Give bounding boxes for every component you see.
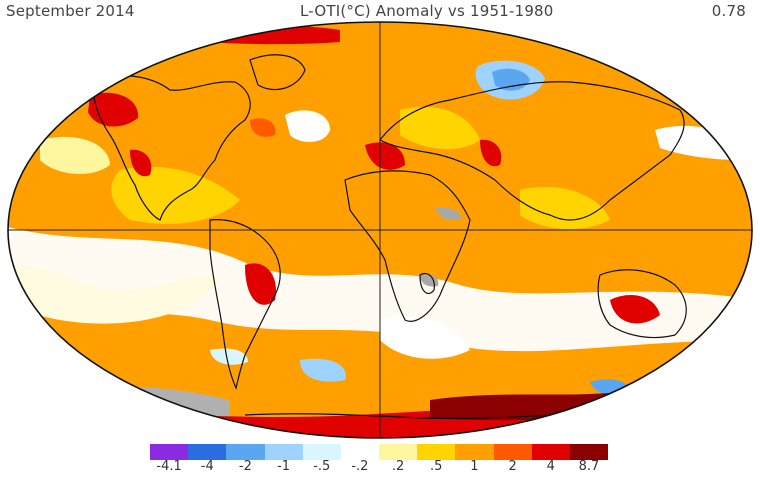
legend-swatch — [150, 444, 189, 460]
dark-red-antarctic-west — [8, 415, 260, 438]
coast-africa — [344, 170, 471, 322]
color-legend — [150, 444, 609, 460]
red-anomaly-south-america — [245, 263, 276, 305]
legend-tick-label: -.5 — [313, 459, 331, 474]
legend-labels: -4.1 -4 -2 -1 -.5 -.2 .2 .5 1 2 4 8.7 — [0, 459, 760, 477]
yellow-region-asia — [520, 186, 610, 230]
blue-anomaly-south-atlantic — [300, 358, 346, 382]
coastlines — [93, 54, 687, 420]
map-date: September 2014 — [6, 2, 135, 20]
legend-swatch — [188, 444, 227, 460]
yellow-region-pacific — [40, 136, 110, 175]
yellow-region-na — [111, 166, 240, 224]
red-anomaly-arctic — [180, 24, 340, 45]
legend-tick-label: -4.1 — [156, 459, 182, 474]
red-anomaly-australia — [610, 295, 660, 324]
orange-red-anomaly — [250, 118, 276, 137]
legend-tick-label: .2 — [391, 459, 405, 474]
coast-south-america — [209, 219, 281, 390]
no-data-africa — [435, 207, 462, 220]
legend-tick-label: 2 — [508, 459, 517, 474]
coast-eurasia — [379, 81, 685, 221]
white-patch-pacific — [8, 264, 220, 324]
legend-swatch — [569, 444, 609, 460]
legend-swatch — [226, 444, 265, 460]
legend-swatch — [531, 444, 570, 460]
coast-australia — [597, 269, 687, 339]
globe-outline — [7, 21, 753, 439]
legend-swatch — [493, 444, 532, 460]
coast-north-america — [93, 75, 251, 221]
red-anomaly-middle-east — [480, 139, 502, 167]
coast-greenland — [249, 54, 306, 91]
world-map-svg — [7, 21, 753, 439]
legend-tick-label: -4 — [200, 459, 214, 474]
light-blue-anomaly — [210, 348, 248, 365]
legend-tick-label: 1 — [470, 459, 479, 474]
legend-tick-label: 4 — [546, 459, 555, 474]
legend-tick-label: .5 — [430, 459, 443, 474]
coast-madagascar — [419, 272, 435, 295]
red-anomaly-sahara — [365, 142, 405, 170]
legend-swatch — [302, 444, 341, 460]
legend-swatch — [455, 444, 494, 460]
anomaly-map — [0, 20, 760, 442]
white-patch-atlantic — [380, 316, 470, 359]
red-anomaly-west-us — [130, 149, 152, 177]
anomaly-field — [8, 22, 752, 438]
legend-tick-label: -2 — [238, 459, 252, 474]
legend-tick-label: 8.7 — [578, 459, 600, 474]
coast-antarctica — [244, 411, 601, 420]
global-mean-value: 0.78 — [711, 2, 746, 20]
legend-swatch — [340, 444, 380, 460]
legend-tick-label: -.2 — [351, 459, 369, 474]
legend-tick-label: -1 — [277, 459, 291, 474]
white-patch-atlantic-north — [285, 110, 330, 142]
legend-swatch — [264, 444, 303, 460]
yellow-region-europe — [400, 106, 480, 150]
legend-swatch — [379, 444, 418, 460]
legend-swatch — [417, 444, 456, 460]
map-title: L-OTI(°C) Anomaly vs 1951-1980 — [300, 2, 554, 20]
